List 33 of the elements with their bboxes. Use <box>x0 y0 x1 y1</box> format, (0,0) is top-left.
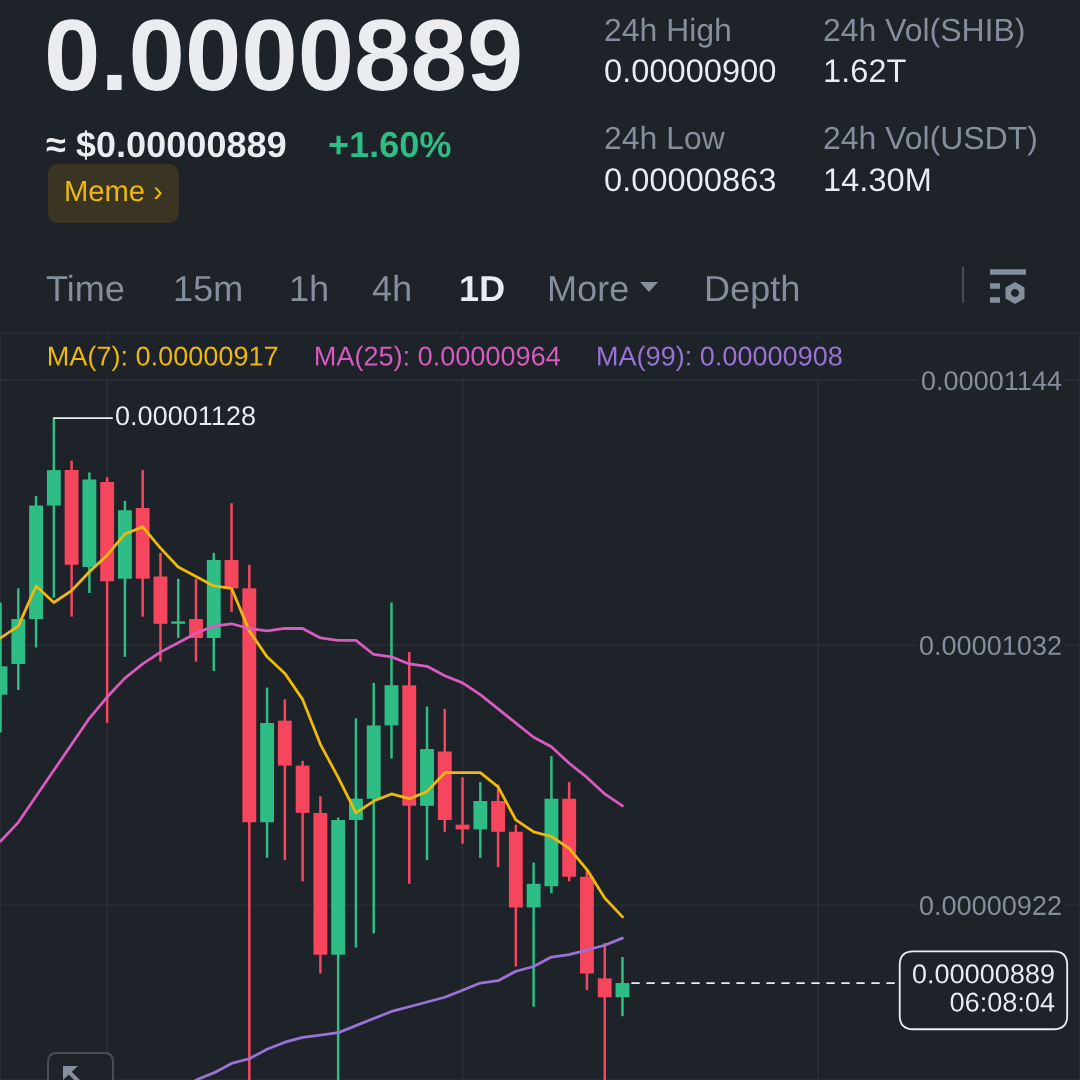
text: +1.60% <box>329 131 451 158</box>
text: 1.62T <box>825 59 906 83</box>
y-tick-label: 0.00001032 <box>919 635 1061 656</box>
candlestick <box>526 861 541 1008</box>
y-tick-label: 0.00001144 <box>921 371 1062 391</box>
annotation: 0.00001128 <box>116 406 255 426</box>
text: 1D <box>461 276 504 301</box>
candlestick <box>597 941 612 1080</box>
candlestick <box>171 577 186 640</box>
text: 24h High <box>605 17 730 48</box>
text: 0.00000863 <box>605 168 775 192</box>
line-series <box>0 525 624 919</box>
text: MA(25): 0.00000964 <box>316 345 560 371</box>
text: 1h <box>291 274 327 301</box>
text: More <box>549 276 628 302</box>
candlestick <box>615 955 630 1018</box>
text: MA(99): 0.00000908 <box>598 345 842 371</box>
ref-line-label: 0.00000889 06:08:04 <box>912 964 1055 1012</box>
text: 24h Vol(SHIB) <box>824 17 1024 48</box>
y-tick-label: 0.00000922 <box>919 895 1061 916</box>
text: MA(7): 0.00000917 <box>48 345 278 371</box>
text: Depth <box>706 274 799 309</box>
text: 24h Low <box>605 125 725 150</box>
text: 24h Vol(USDT) <box>824 125 1036 156</box>
line-series <box>194 936 624 1080</box>
chart-subtitle: ≈ $0.00000889 <box>46 130 286 160</box>
text: 4h <box>372 274 410 301</box>
text: 0.00000900 <box>605 59 776 83</box>
text: 15m <box>175 276 241 302</box>
chart-title: 0.0000889 <box>48 19 520 91</box>
text: Time <box>46 274 124 302</box>
text: Meme › <box>66 180 162 202</box>
text: 14.30M <box>825 168 930 192</box>
